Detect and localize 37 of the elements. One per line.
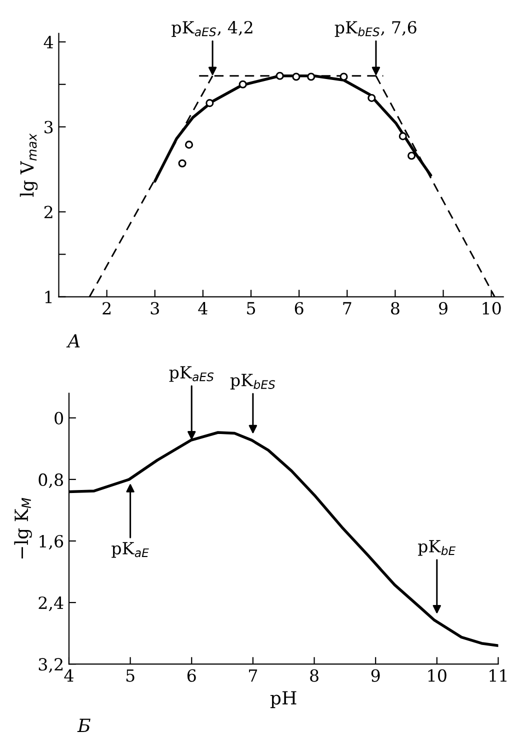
x-tick-label: 5 <box>247 302 256 315</box>
y-tick-label: 4 <box>44 36 54 48</box>
y-axis-title: −lg K$_{M}$ <box>14 498 32 558</box>
text: Б <box>77 718 90 732</box>
annotation: pK$_{aE}$ <box>112 542 149 558</box>
x-tick-label: 9 <box>371 669 380 682</box>
y-tick-label: 0,8 <box>38 473 63 488</box>
x-tick-label: 2 <box>102 302 110 314</box>
x-tick-label: 11 <box>490 669 506 682</box>
x-tick-label: 7 <box>249 669 258 682</box>
x-tick-label: 8 <box>310 669 318 682</box>
y-axis-title: lg V$_{max}$ <box>20 133 38 197</box>
annotation: pK$_{bES}$, 7,6 <box>334 20 416 37</box>
x-tick-label: 10 <box>428 669 446 682</box>
x-tick-label: 6 <box>187 669 196 682</box>
x-tick-label: 4 <box>198 302 208 314</box>
y-tick-label: 1,6 <box>40 534 64 550</box>
y-tick-label: 3,2 <box>38 658 62 673</box>
x-tick-label: 10 <box>482 302 501 315</box>
annotation: pK$_{bES}$ <box>230 374 276 390</box>
x-tick-label: 8 <box>391 302 400 315</box>
y-tick-label: 0 <box>54 412 64 424</box>
y-tick-label: 1 <box>45 290 52 304</box>
x-tick-label: 9 <box>439 302 448 315</box>
annotation: pK$_{aES}$, 4,2 <box>172 20 252 37</box>
text: A <box>66 334 80 348</box>
x-axis-title: pH <box>270 691 296 708</box>
y-tick-label: 2,4 <box>38 596 64 612</box>
y-tick-label: 3 <box>44 120 53 134</box>
x-tick-label: 6 <box>294 302 304 315</box>
x-tick-label: 3 <box>150 302 159 315</box>
x-tick-label: 5 <box>126 669 134 682</box>
annotation: pK$_{aES}$ <box>169 366 214 382</box>
x-tick-label: 7 <box>343 302 352 314</box>
annotation: pK$_{bE}$ <box>418 540 456 556</box>
y-tick-label: 2 <box>44 206 52 218</box>
x-tick-label: 4 <box>64 669 74 682</box>
